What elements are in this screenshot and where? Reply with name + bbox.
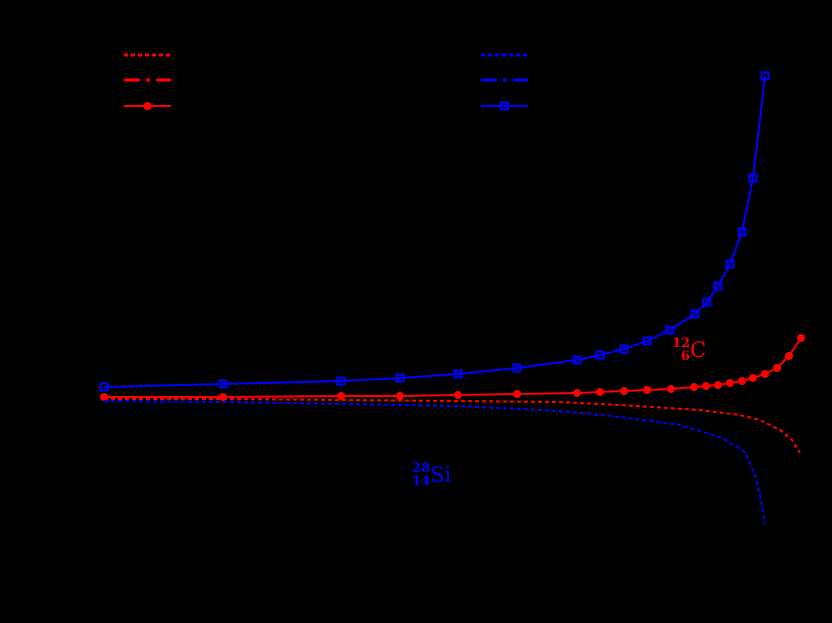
series-si-solid xyxy=(99,71,770,392)
mass-number: 12 xyxy=(672,336,691,351)
isotope-numbers: 12 6 xyxy=(672,337,690,363)
isotope-numbers: 28 14 xyxy=(412,462,430,488)
atomic-number: 6 xyxy=(681,349,691,364)
series-c-dotted xyxy=(104,398,801,454)
series-c-solid xyxy=(100,334,805,401)
series-si-dotted xyxy=(103,400,766,525)
annotation-silicon-28: 28 14 Si xyxy=(412,462,451,488)
element-symbol: Si xyxy=(430,462,452,487)
legend-entry-c-solid xyxy=(124,102,171,110)
legend xyxy=(124,53,528,111)
plot-area xyxy=(99,71,805,525)
legend-entry-si-solid xyxy=(481,101,528,111)
atomic-number: 14 xyxy=(412,474,431,489)
annotation-carbon-12: 12 6 C xyxy=(672,337,706,363)
element-symbol: C xyxy=(690,337,707,362)
mass-number: 28 xyxy=(412,461,431,476)
